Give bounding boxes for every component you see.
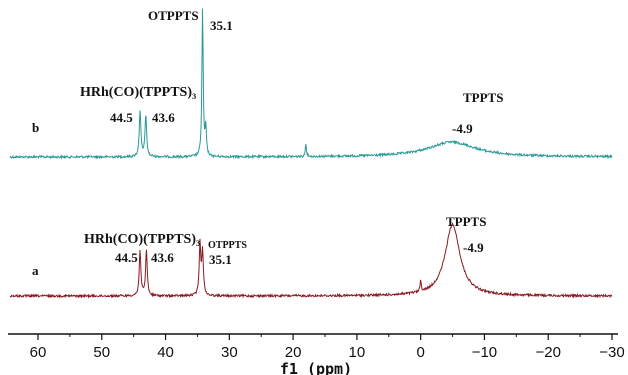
trace-b-peak-44-5-label: 44.5 <box>110 110 133 125</box>
x-axis-title: f1 (ppm) <box>280 360 352 375</box>
trace-b-hrh-label: HRh(CO)(TPPTS)₃ <box>80 85 196 100</box>
x-tick-label: −30 <box>599 344 624 361</box>
x-tick-label: 20 <box>285 344 302 361</box>
trace-a-peak-43-6-label: 43.6 <box>151 250 174 265</box>
trace-b-tppts-label: TPPTS <box>463 90 503 105</box>
trace-b-peak-m4-9-label: -4.9 <box>452 121 473 136</box>
spectrum-trace-b <box>9 8 613 160</box>
trace-b-peak-43-6-label: 43.6 <box>152 110 175 125</box>
x-tick-label: 50 <box>93 344 110 361</box>
trace-a-label: a <box>32 263 39 278</box>
trace-a-peak-44-5-label: 44.5 <box>115 250 138 265</box>
x-tick-label: 10 <box>349 344 366 361</box>
x-tick-label: −20 <box>535 344 560 361</box>
x-axis-ticks <box>37 334 613 340</box>
trace-a-peak-m4-9-label: -4.9 <box>463 240 484 255</box>
x-axis-tick-labels: 60 50 40 30 20 10 0 −10 −20 −30 <box>30 344 625 361</box>
trace-a-peak-35-1-label: 35.1 <box>209 252 232 267</box>
spectra-group <box>9 8 613 299</box>
x-tick-label: 30 <box>221 344 238 361</box>
trace-b-otppts-label: OTPPTS <box>148 8 199 23</box>
trace-b-peak-35-1-label: 35.1 <box>210 18 233 33</box>
trace-a-hrh-label: HRh(CO)(TPPTS)₃ <box>84 232 200 247</box>
trace-a-otppts-label: OTPPTS <box>208 240 247 251</box>
x-tick-label: 40 <box>157 344 174 361</box>
x-tick-label: −10 <box>472 344 497 361</box>
x-tick-label: 60 <box>30 344 47 361</box>
x-tick-label: 0 <box>416 344 424 361</box>
trace-b-label: b <box>32 120 39 135</box>
spectrum-trace-a <box>9 222 613 299</box>
trace-a-tppts-label: TPPTS <box>446 214 486 229</box>
